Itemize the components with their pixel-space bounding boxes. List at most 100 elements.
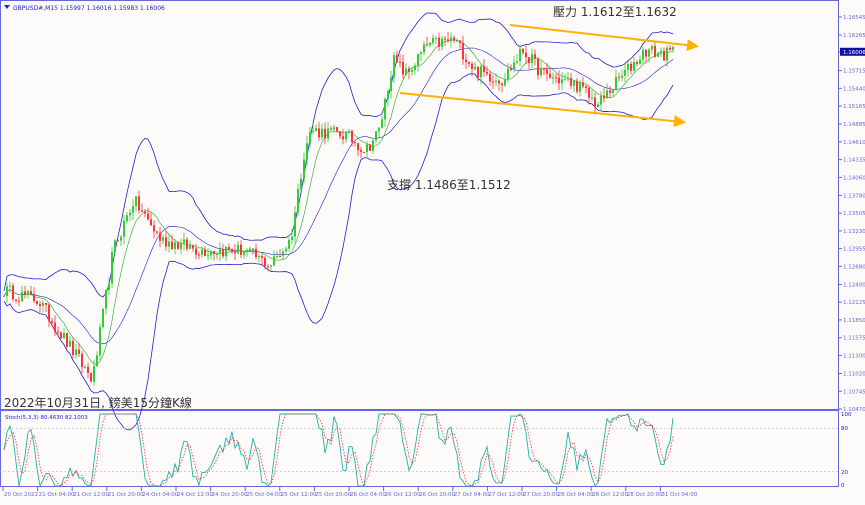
candle-body <box>528 57 530 64</box>
candle-body <box>150 219 152 226</box>
time-tick-label: 27 Oct 04:00 <box>454 492 490 498</box>
candle-body <box>531 54 533 64</box>
candle-body <box>423 44 425 53</box>
candle-body <box>585 86 587 88</box>
candle-body <box>30 291 32 294</box>
candle-body <box>459 40 461 44</box>
price-tick-label: 1.11575 <box>843 336 865 342</box>
candle-body <box>72 341 74 356</box>
candle-body <box>243 252 245 255</box>
candle-body <box>537 58 539 76</box>
candle-body <box>222 249 224 257</box>
price-tick-label: 1.11300 <box>843 353 865 359</box>
candle-body <box>195 248 197 255</box>
candle-body <box>93 366 95 382</box>
symbol-info: GBPUSD#,M15 1.15997 1.16016 1.15983 1.16… <box>13 5 165 12</box>
trendlines[interactable] <box>399 24 699 128</box>
time-tick-label: 21 Oct 04:00 <box>39 492 75 498</box>
candle-body <box>345 131 347 140</box>
price-tick-label: 1.14885 <box>843 122 865 128</box>
candle-body <box>174 242 176 249</box>
candle-body <box>600 95 602 105</box>
candle-body <box>432 37 434 43</box>
candle-body <box>456 40 458 42</box>
price-tick-label: 1.15165 <box>843 104 865 110</box>
time-tick-label: 21 Oct 20:00 <box>108 492 144 498</box>
candle-body <box>663 50 665 61</box>
candle-body <box>648 49 650 57</box>
candle-body <box>372 140 374 151</box>
candle-body <box>225 246 227 257</box>
candle-body <box>348 130 350 132</box>
stoch-level-100: 100 <box>841 412 852 418</box>
candle-body <box>15 299 17 301</box>
candle-body <box>435 37 437 39</box>
candle-body <box>120 236 122 241</box>
candle-body <box>633 61 635 71</box>
candle-body <box>471 63 473 70</box>
candle-body <box>579 82 581 92</box>
candle-body <box>321 128 323 138</box>
candle-body <box>87 366 89 373</box>
candle-body <box>615 76 617 91</box>
candle-body <box>18 300 20 302</box>
candle-body <box>315 128 317 132</box>
current-price-marker <box>840 47 865 56</box>
candle-body <box>657 53 659 57</box>
candle-body <box>318 128 320 138</box>
candle-body <box>570 77 572 86</box>
candle-body <box>390 77 392 92</box>
candle-body <box>228 246 230 250</box>
candle-body <box>549 73 551 78</box>
candle-body <box>660 50 662 54</box>
support-label: 支撐 1.1486至1.1512 <box>387 178 511 192</box>
candle-body <box>99 327 101 356</box>
candle-body <box>240 244 242 255</box>
price-tick-label: 1.10745 <box>843 389 865 395</box>
time-tick-label: 26 Oct 12:00 <box>385 492 421 498</box>
candle-body <box>57 331 59 333</box>
price-tick-label: 1.14060 <box>843 175 865 181</box>
price-tick-label: 1.14335 <box>843 158 865 164</box>
candle-body <box>354 142 356 144</box>
candle-body <box>231 249 233 252</box>
candle-body <box>312 131 314 133</box>
price-tick-label: 1.13780 <box>843 193 865 199</box>
price-axis[interactable]: 1.16545 1.16265 1.16006 1.15715 1.15440 1.151… <box>839 15 865 413</box>
candle-body <box>159 232 161 241</box>
candle-body <box>90 372 92 382</box>
candle-body <box>519 48 521 62</box>
time-tick-label: 26 Oct 04:00 <box>350 492 386 498</box>
stoch-level-0: 0 <box>841 483 845 489</box>
candle-body <box>288 240 290 249</box>
candle-body <box>510 68 512 70</box>
candle-body <box>507 68 509 80</box>
candle-body <box>387 91 389 99</box>
candle-body <box>396 55 398 62</box>
candle-body <box>210 251 212 256</box>
candle-body <box>108 283 110 290</box>
candle-body <box>258 255 260 258</box>
price-tick-label: 1.12400 <box>843 282 865 288</box>
candle-body <box>270 265 272 267</box>
collapse-triangle-icon[interactable] <box>4 5 10 9</box>
candle-body <box>252 248 254 250</box>
candle-body <box>564 79 566 81</box>
resistance-label: 壓力 1.1612至1.1632 <box>553 5 677 19</box>
candle-body <box>405 68 407 75</box>
candle-body <box>588 87 590 98</box>
candle-body <box>78 349 80 354</box>
candle-body <box>165 237 167 247</box>
candle-body <box>483 66 485 72</box>
candle-body <box>273 256 275 266</box>
candle-body <box>453 37 455 41</box>
candle-body <box>336 127 338 132</box>
candle-body <box>246 250 248 253</box>
candle-body <box>486 71 488 74</box>
price-tick-label: 1.16545 <box>843 15 865 21</box>
candle-body <box>621 75 623 78</box>
lower-band-line <box>3 73 674 431</box>
